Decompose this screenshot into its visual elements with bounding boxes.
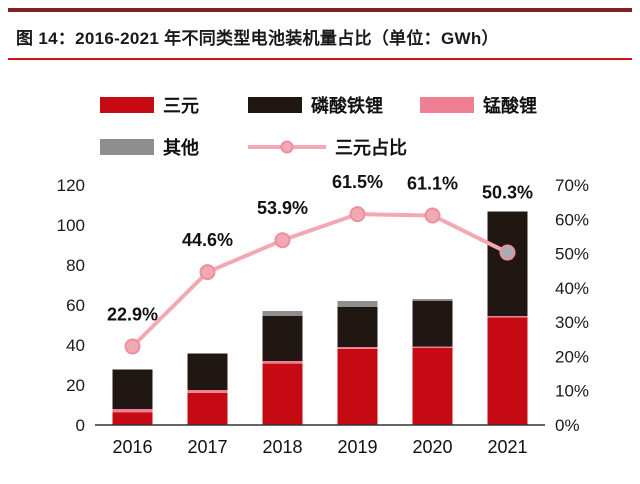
right-axis-tick: 70% bbox=[555, 176, 589, 195]
bar-segment bbox=[487, 212, 528, 316]
x-axis-label: 2017 bbox=[187, 437, 227, 457]
line-marker-icon bbox=[349, 206, 366, 223]
figure-title: 图 14：2016-2021 年不同类型电池装机量占比（单位：GWh） bbox=[16, 29, 499, 48]
legend-item-ternary-share: 三元占比 bbox=[248, 134, 407, 160]
x-axis-label: 2021 bbox=[487, 437, 527, 457]
bar-segment bbox=[412, 348, 453, 425]
bar-segment bbox=[262, 311, 303, 316]
data-label: 53.9% bbox=[257, 198, 308, 218]
bar-segment bbox=[412, 301, 453, 347]
data-label: 50.3% bbox=[482, 183, 533, 203]
line-marker-icon bbox=[424, 207, 441, 224]
bar-segment bbox=[187, 353, 228, 354]
bar-segment bbox=[487, 317, 528, 425]
legend-label-lfp: 磷酸铁锂 bbox=[311, 96, 383, 116]
left-axis-tick: 120 bbox=[57, 176, 85, 195]
right-axis-tick: 20% bbox=[555, 347, 589, 366]
legend-swatch-lfp bbox=[248, 97, 302, 113]
right-axis-tick: 0% bbox=[555, 416, 580, 435]
legend-item-ternary: 三元 bbox=[100, 92, 199, 118]
right-axis-tick: 30% bbox=[555, 313, 589, 332]
x-axis-label: 2019 bbox=[337, 437, 377, 457]
bar-segment bbox=[337, 347, 378, 349]
left-axis-tick: 20 bbox=[66, 376, 85, 395]
line-marker-icon bbox=[499, 244, 516, 261]
legend-label-ternary-share: 三元占比 bbox=[335, 138, 407, 158]
legend-swatch-other bbox=[100, 139, 154, 155]
left-axis-tick: 60 bbox=[66, 296, 85, 315]
bar-segment bbox=[412, 346, 453, 348]
left-axis-tick: 0 bbox=[76, 416, 85, 435]
share-line bbox=[131, 212, 509, 348]
bar-segment bbox=[487, 211, 528, 212]
title-rule bbox=[8, 58, 632, 60]
line-marker-icon bbox=[199, 264, 216, 281]
bar-segment bbox=[187, 390, 228, 393]
bar-segment bbox=[187, 354, 228, 390]
bar-segment bbox=[337, 348, 378, 425]
legend-swatch-ternary bbox=[100, 97, 154, 113]
legend-swatch-lmo bbox=[420, 97, 474, 113]
bar-segment bbox=[187, 392, 228, 425]
data-label: 61.5% bbox=[332, 172, 383, 192]
data-label: 44.6% bbox=[182, 230, 233, 250]
legend-label-lmo: 锰酸锂 bbox=[483, 96, 537, 116]
top-rule bbox=[8, 8, 632, 12]
right-axis-tick: 50% bbox=[555, 245, 589, 264]
legend-label-ternary: 三元 bbox=[163, 96, 199, 116]
data-label: 61.1% bbox=[407, 174, 458, 194]
chart-canvas: 0 20 40 60 80 100 120 0% 10% 20% 30% 40% 50% 60% 70% 20… bbox=[57, 172, 589, 457]
x-axis-label: 2020 bbox=[412, 437, 452, 457]
legend-item-lfp: 磷酸铁锂 bbox=[248, 92, 383, 118]
bar-segment bbox=[112, 369, 153, 370]
left-axis-tick: 40 bbox=[66, 336, 85, 355]
legend-line-sample bbox=[248, 140, 326, 154]
line-marker-icon bbox=[124, 338, 141, 355]
bar-segment bbox=[487, 316, 528, 318]
x-axis-label: 2018 bbox=[262, 437, 302, 457]
legend-item-lmo: 锰酸锂 bbox=[420, 92, 537, 118]
bar-segment bbox=[337, 307, 378, 347]
bar-segment bbox=[412, 299, 453, 301]
legend-item-other: 其他 bbox=[100, 134, 199, 160]
bar-segment bbox=[262, 316, 303, 361]
data-label: 22.9% bbox=[107, 304, 158, 324]
right-axis-tick: 10% bbox=[555, 382, 589, 401]
bar-segment bbox=[262, 361, 303, 364]
left-axis-tick: 100 bbox=[57, 216, 85, 235]
bar-segment bbox=[337, 301, 378, 307]
legend: 三元 磷酸铁锂 锰酸锂 其他 三元占比 bbox=[0, 88, 640, 164]
x-axis-label: 2016 bbox=[112, 437, 152, 457]
left-axis-tick: 80 bbox=[66, 256, 85, 275]
legend-line-marker-icon bbox=[280, 140, 294, 154]
right-axis-tick: 40% bbox=[555, 279, 589, 298]
legend-label-other: 其他 bbox=[163, 138, 199, 158]
line-marker-icon bbox=[274, 232, 291, 249]
bar-segment bbox=[262, 363, 303, 425]
right-axis-tick: 60% bbox=[555, 210, 589, 229]
bar-segment bbox=[112, 412, 153, 425]
bar-segment bbox=[112, 409, 153, 413]
bar-segment bbox=[112, 370, 153, 409]
